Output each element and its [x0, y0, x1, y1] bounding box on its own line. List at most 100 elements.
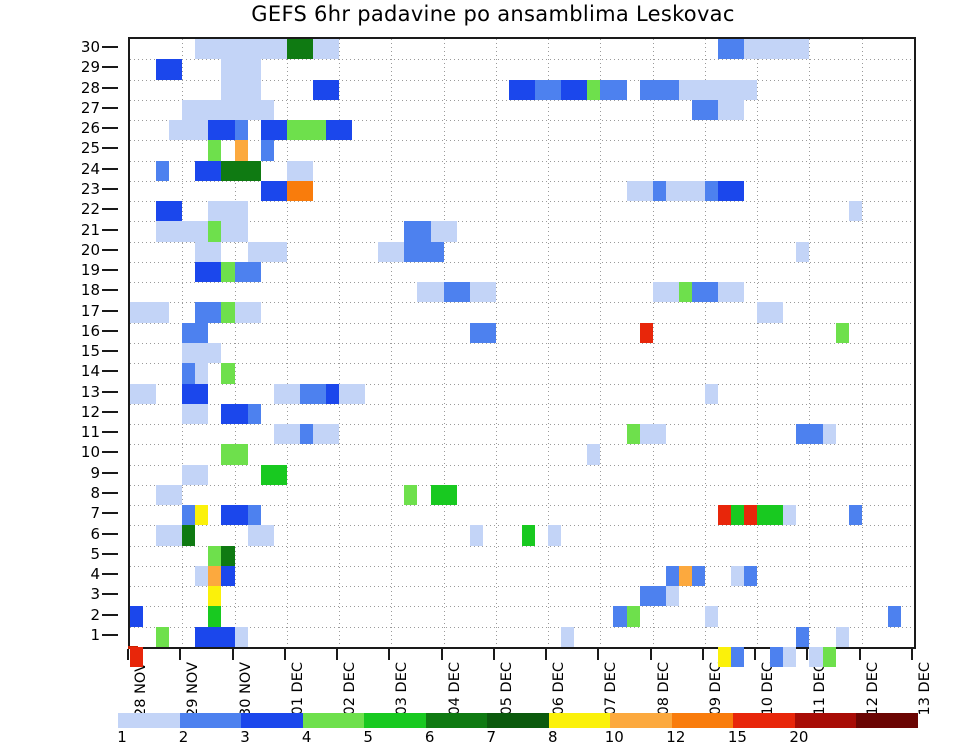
- heatmap-cell: [731, 647, 745, 668]
- heatmap-cell: [626, 424, 640, 445]
- heatmap-cell: [430, 221, 457, 242]
- y-tick-label: 5: [90, 544, 100, 563]
- heatmap-plot-area: [128, 37, 916, 668]
- heatmap-cell: [718, 647, 732, 668]
- heatmap-cell: [234, 120, 248, 141]
- heatmap-cell: [312, 79, 340, 100]
- heatmap-cell: [286, 180, 313, 202]
- grid-hline: [130, 545, 914, 547]
- y-tick-label: 24: [80, 159, 100, 178]
- y-tick-mark: [102, 127, 118, 130]
- heatmap-cell: [835, 322, 849, 343]
- y-tick-mark: [102, 289, 118, 292]
- heatmap-cell: [195, 302, 222, 323]
- y-tick-mark: [102, 269, 118, 272]
- x-tick-mark: [911, 649, 913, 660]
- x-tick-mark: [545, 649, 548, 660]
- heatmap-cell: [848, 201, 862, 222]
- heatmap-cell: [652, 180, 666, 202]
- x-tick-label: 13 DEC: [917, 662, 933, 716]
- y-tick-mark: [102, 167, 118, 170]
- colorbar-swatch: [671, 713, 734, 728]
- y-tick-label: 10: [80, 443, 100, 462]
- grid-hline: [130, 444, 914, 446]
- heatmap-cell: [339, 383, 366, 404]
- heatmap-cell: [822, 424, 836, 445]
- colorbar-tick-labels: 1 2 3 4 5 6 7 8 10 12 15 20: [117, 728, 918, 742]
- heatmap-cell: [156, 59, 183, 80]
- heatmap-cell: [156, 201, 183, 222]
- heatmap-cell: [639, 424, 666, 445]
- y-tick-mark: [102, 309, 118, 312]
- colorbar: 1 2 3 4 5 6 7 8 10 12 15 20: [117, 713, 918, 742]
- heatmap-cell: [848, 505, 862, 526]
- heatmap-cell: [195, 39, 287, 60]
- heatmap-cell: [600, 79, 627, 100]
- heatmap-cell: [260, 120, 287, 141]
- y-tick-mark: [102, 633, 118, 636]
- heatmap-cell: [561, 79, 588, 100]
- heatmap-cell: [234, 626, 248, 647]
- heatmap-cell: [744, 505, 758, 526]
- x-tick-label: 11 DEC: [812, 662, 829, 716]
- colorbar-tick-label: 2: [178, 728, 189, 742]
- x-tick-mark: [127, 649, 129, 660]
- y-tick-label: 17: [80, 301, 100, 320]
- colorbar-swatch: [794, 713, 857, 728]
- grid-hline: [130, 59, 914, 61]
- y-tick-mark: [102, 228, 118, 231]
- heatmap-cell: [221, 444, 248, 465]
- x-tick-label: 09 DEC: [707, 662, 724, 716]
- x-tick-label: 28 NOV: [133, 662, 149, 717]
- x-tick-label: 06 DEC: [551, 662, 568, 716]
- grid-hline: [130, 403, 914, 405]
- heatmap-cell: [522, 525, 536, 546]
- heatmap-cell: [234, 140, 248, 161]
- y-tick-label: 14: [80, 362, 100, 381]
- colorbar-gradient: [118, 713, 918, 728]
- colorbar-swatch: [487, 713, 549, 728]
- heatmap-cell: [691, 565, 705, 587]
- heatmap-cell: [221, 363, 235, 384]
- y-tick-mark: [102, 106, 118, 109]
- heatmap-cell: [770, 647, 784, 668]
- colorbar-swatch: [610, 713, 672, 728]
- heatmap-cell: [221, 79, 235, 100]
- heatmap-cell: [809, 647, 823, 668]
- heatmap-cell: [195, 626, 209, 647]
- heatmap-cell: [796, 424, 823, 445]
- heatmap-cell: [273, 383, 300, 404]
- y-tick-mark: [102, 248, 118, 251]
- x-tick-label: 29 NOV: [185, 662, 202, 717]
- y-tick-mark: [102, 492, 118, 494]
- x-tick-mark: [388, 649, 391, 660]
- heatmap-cell: [535, 79, 562, 100]
- heatmap-cell: [169, 120, 209, 141]
- y-tick-mark: [102, 613, 118, 616]
- heatmap-cell: [195, 261, 222, 283]
- heatmap-cell: [156, 626, 170, 647]
- grid-hline: [130, 201, 914, 203]
- grid-hline: [130, 424, 914, 426]
- colorbar-swatch: [118, 713, 180, 728]
- heatmap-cell: [208, 120, 235, 141]
- heatmap-cell: [718, 39, 745, 60]
- colorbar-tick-label: 10: [604, 728, 624, 742]
- heatmap-cell: [182, 383, 209, 404]
- x-tick-label: 03 DEC: [394, 662, 411, 716]
- grid-hline: [130, 180, 914, 182]
- heatmap-cell: [221, 59, 261, 80]
- grid-hline: [130, 221, 914, 223]
- y-tick-mark: [102, 390, 118, 393]
- heatmap-cell: [691, 99, 718, 121]
- x-tick-mark: [283, 649, 286, 660]
- grid-hline: [130, 626, 914, 628]
- heatmap-cell: [744, 39, 810, 60]
- heatmap-cell: [195, 565, 209, 587]
- x-tick-label: 30 NOV: [237, 662, 254, 717]
- colorbar-tick-label: 20: [789, 728, 809, 742]
- y-tick-mark: [102, 147, 118, 150]
- colorbar-tick-label: 7: [486, 728, 496, 742]
- heatmap-cell: [312, 39, 340, 60]
- colorbar-tick-label: 4: [301, 728, 312, 742]
